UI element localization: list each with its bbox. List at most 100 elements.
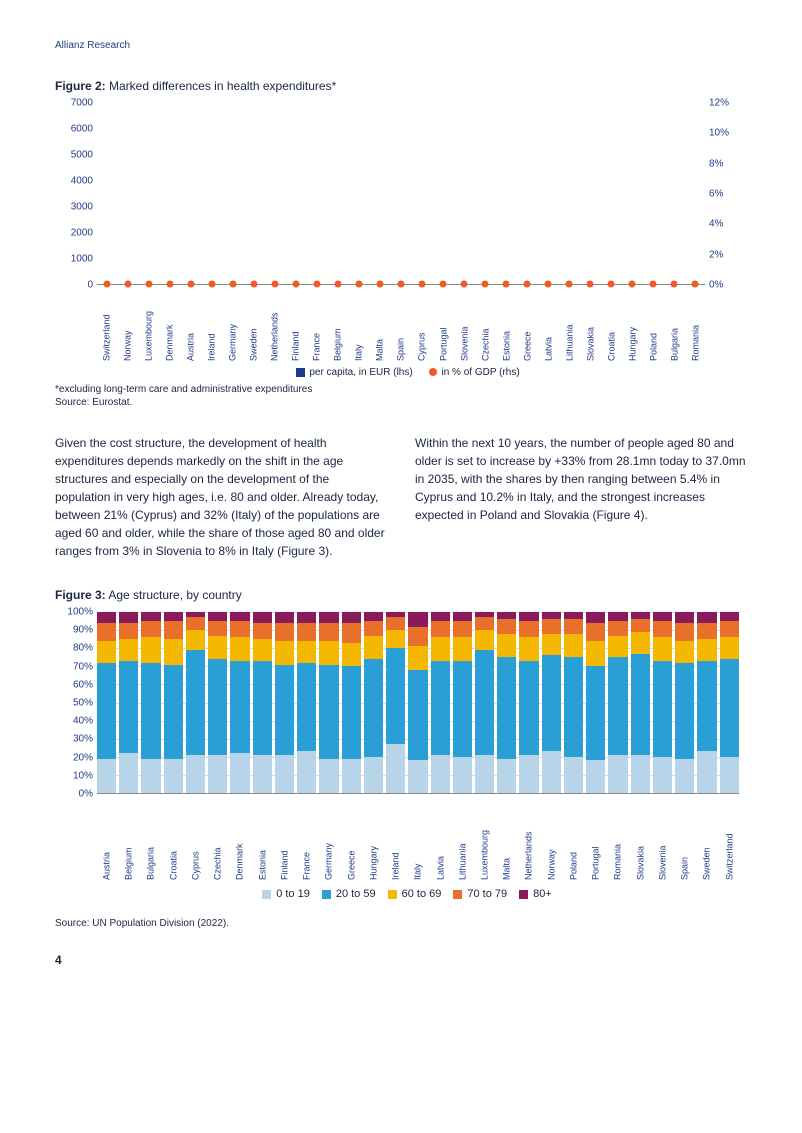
figure3-xlabel: Finland <box>275 796 294 882</box>
figure3-segment <box>519 755 538 793</box>
figure2-xlabel: Slovakia <box>581 287 600 363</box>
figure3-ytick: 40% <box>55 716 93 727</box>
figure3-segment <box>653 661 672 757</box>
figure3-segment <box>631 632 650 654</box>
figure3-segment <box>408 760 427 793</box>
figure3-ytick: 70% <box>55 661 93 672</box>
figure3-segment <box>586 666 605 760</box>
figure3-segment <box>230 661 249 753</box>
figure3-segment <box>653 757 672 793</box>
figure3-source: Source: UN Population Division (2022). <box>55 918 747 929</box>
figure2-footnote: *excluding long-term care and administra… <box>55 384 747 395</box>
figure3-column <box>675 612 694 793</box>
figure3-segment <box>230 753 249 793</box>
figure3-xlabel: Slovakia <box>631 796 650 882</box>
figure3-column <box>608 612 627 793</box>
figure3-segment <box>697 639 716 661</box>
figure3-xlabel: Sweden <box>697 796 716 882</box>
figure3-legend-label: 60 to 69 <box>402 888 442 900</box>
figure2-xlabel: Hungary <box>623 287 642 363</box>
figure3-legend-label: 0 to 19 <box>276 888 310 900</box>
figure3-segment <box>342 643 361 667</box>
figure2-ytick-right: 4% <box>709 219 747 230</box>
figure3-segment <box>119 753 138 793</box>
figure3-xlabel: Croatia <box>164 796 183 882</box>
figure2-xlabel: Estonia <box>497 287 516 363</box>
figure3-xlabel: Italy <box>408 796 427 882</box>
figure3-segment <box>697 612 716 623</box>
figure3-segment <box>564 757 583 793</box>
figure3-segment <box>608 612 627 621</box>
figure3-segment <box>275 641 294 665</box>
figure3-segment <box>186 630 205 650</box>
figure3-segment <box>253 661 272 755</box>
figure3-segment <box>164 759 183 793</box>
figure3-segment <box>542 634 561 656</box>
figure2-ytick-left: 7000 <box>55 98 93 109</box>
figure2-xlabel: Spain <box>391 287 410 363</box>
figure3-segment <box>408 612 427 626</box>
figure3-segment <box>475 650 494 755</box>
figure2-ytick-right: 0% <box>709 280 747 291</box>
figure2-chart: 01000200030004000500060007000 0%2%4%6%8%… <box>55 103 747 363</box>
figure3-title: Figure 3: Age structure, by country <box>55 588 747 602</box>
figure3-label: Figure 3: <box>55 588 106 602</box>
figure3-segment <box>720 757 739 793</box>
figure3-xlabel: Slovenia <box>653 796 672 882</box>
figure3-segment <box>475 630 494 650</box>
figure3-segment <box>519 637 538 661</box>
figure3-column <box>475 612 494 793</box>
figure3-segment <box>364 757 383 793</box>
figure3-ytick: 100% <box>55 607 93 618</box>
figure3-segment <box>453 757 472 793</box>
figure3-segment <box>608 621 627 635</box>
figure2-ytick-right: 12% <box>709 98 747 109</box>
figure3-column <box>519 612 538 793</box>
figure3-xlabel: Denmark <box>230 796 249 882</box>
figure3-segment <box>408 670 427 761</box>
figure3-segment <box>631 619 650 632</box>
figure3-segment <box>453 621 472 637</box>
figure2-xlabel: France <box>307 287 326 363</box>
figure3-column <box>497 612 516 793</box>
figure3-segment <box>675 623 694 641</box>
figure3-segment <box>431 621 450 637</box>
figure3-segment <box>431 661 450 755</box>
figure3-xlabel: Poland <box>564 796 583 882</box>
figure3-segment <box>208 636 227 660</box>
figure3-segment <box>208 621 227 635</box>
legend-bar-swatch <box>296 368 305 377</box>
figure3-xlabel: Austria <box>97 796 116 882</box>
figure3-column <box>97 612 116 793</box>
brand-header: Allianz Research <box>55 40 747 51</box>
figure3-column <box>119 612 138 793</box>
figure3-segment <box>141 637 160 662</box>
figure3-segment <box>720 659 739 757</box>
figure3-segment <box>586 623 605 641</box>
figure3-column <box>208 612 227 793</box>
figure3-xlabel: Romania <box>608 796 627 882</box>
figure2-label: Figure 2: <box>55 79 106 93</box>
figure3-xlabel: Luxembourg <box>475 796 494 882</box>
figure3-column <box>297 612 316 793</box>
figure3-column <box>586 612 605 793</box>
figure3-segment <box>675 612 694 623</box>
figure3-legend-swatch <box>262 890 271 899</box>
figure2-xlabel: Portugal <box>434 287 453 363</box>
figure3-segment <box>141 621 160 637</box>
figure3-segment <box>720 612 739 621</box>
legend-dot-swatch <box>429 368 437 376</box>
figure3-segment <box>386 648 405 744</box>
figure3-segment <box>586 760 605 793</box>
figure3-ytick: 10% <box>55 770 93 781</box>
figure3-segment <box>164 612 183 621</box>
figure3-segment <box>431 612 450 621</box>
figure3-xlabel: Czechia <box>208 796 227 882</box>
legend-bar-label: per capita, in EUR (lhs) <box>309 367 412 378</box>
figure3-segment <box>386 744 405 793</box>
figure3-title-text: Age structure, by country <box>108 588 241 602</box>
figure3-segment <box>542 751 561 793</box>
figure3-segment <box>631 654 650 755</box>
figure3-segment <box>97 663 116 759</box>
figure3-segment <box>564 612 583 619</box>
